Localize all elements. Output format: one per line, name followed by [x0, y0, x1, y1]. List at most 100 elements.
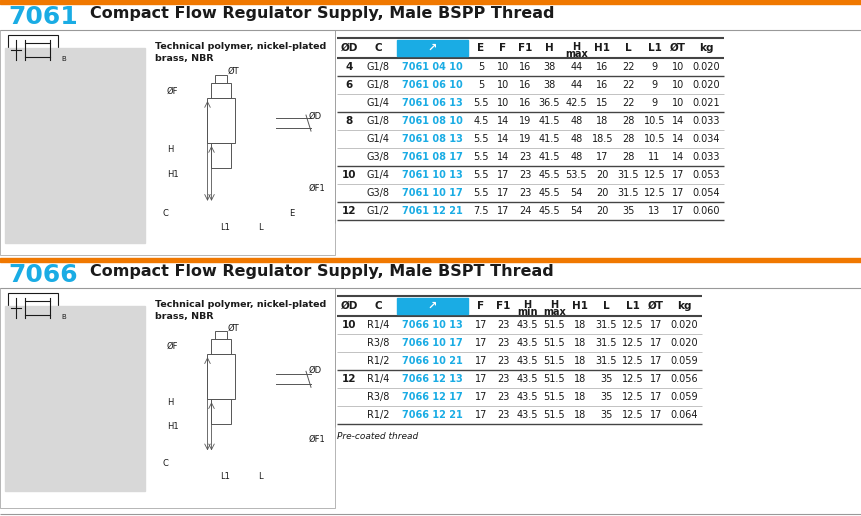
- Bar: [5, 306, 145, 491]
- Text: 31.5: 31.5: [617, 188, 639, 198]
- Text: 10: 10: [496, 98, 509, 108]
- Text: G1/2: G1/2: [367, 206, 390, 216]
- Text: 45.5: 45.5: [538, 170, 560, 180]
- Text: 7066 10 17: 7066 10 17: [402, 338, 462, 348]
- Text: L: L: [624, 43, 631, 53]
- Text: 17: 17: [496, 170, 509, 180]
- Text: 12: 12: [342, 206, 356, 216]
- Text: 20: 20: [596, 206, 608, 216]
- Bar: [208, 98, 235, 143]
- Text: 9: 9: [651, 80, 657, 90]
- Text: 10: 10: [342, 170, 356, 180]
- Text: 17: 17: [474, 320, 486, 330]
- Text: L: L: [257, 472, 262, 481]
- Bar: [8, 35, 58, 65]
- Text: max: max: [542, 307, 565, 317]
- Text: 10: 10: [671, 80, 684, 90]
- Text: 38: 38: [542, 80, 555, 90]
- Text: 12.5: 12.5: [621, 338, 642, 348]
- Text: ØD: ØD: [340, 301, 358, 311]
- Text: 5.5: 5.5: [473, 152, 488, 162]
- Text: 22: 22: [622, 80, 634, 90]
- Text: 51.5: 51.5: [543, 320, 565, 330]
- Text: E: E: [288, 209, 294, 218]
- Text: 16: 16: [518, 62, 530, 72]
- Text: 14: 14: [496, 152, 509, 162]
- Text: 0.054: 0.054: [692, 188, 720, 198]
- Text: 0.033: 0.033: [692, 152, 720, 162]
- Bar: [397, 40, 468, 56]
- Text: 0.020: 0.020: [692, 62, 720, 72]
- Text: ↗: ↗: [427, 43, 437, 53]
- Text: 18: 18: [573, 320, 586, 330]
- Bar: [215, 75, 227, 83]
- Text: C: C: [375, 43, 382, 53]
- Text: G1/4: G1/4: [367, 134, 389, 144]
- Text: 12.5: 12.5: [621, 392, 642, 402]
- Text: 0.034: 0.034: [692, 134, 720, 144]
- Text: 16: 16: [518, 98, 530, 108]
- Text: 44: 44: [570, 62, 582, 72]
- Bar: [0, 0, 861, 4]
- Text: 17: 17: [596, 152, 608, 162]
- Text: 7066 12 21: 7066 12 21: [402, 410, 462, 420]
- Text: 17: 17: [649, 374, 661, 384]
- Text: 23: 23: [518, 170, 530, 180]
- Text: 43.5: 43.5: [516, 410, 537, 420]
- Text: 10: 10: [496, 62, 509, 72]
- Bar: [8, 293, 58, 323]
- Text: 17: 17: [474, 410, 486, 420]
- Bar: [211, 399, 232, 424]
- Text: 7061 06 10: 7061 06 10: [402, 80, 462, 90]
- Text: 31.5: 31.5: [595, 338, 616, 348]
- Text: 51.5: 51.5: [543, 374, 565, 384]
- Text: 19: 19: [518, 116, 530, 126]
- Text: 10: 10: [342, 320, 356, 330]
- Text: 16: 16: [596, 62, 608, 72]
- Text: 17: 17: [474, 392, 486, 402]
- Text: 10: 10: [671, 98, 684, 108]
- Text: 23: 23: [496, 356, 509, 366]
- Text: ØF1: ØF1: [308, 184, 325, 193]
- Text: 12.5: 12.5: [621, 320, 642, 330]
- Text: 23: 23: [496, 320, 509, 330]
- Text: 31.5: 31.5: [617, 170, 639, 180]
- Text: 13: 13: [647, 206, 660, 216]
- Text: F1: F1: [517, 43, 531, 53]
- Text: ØT: ØT: [227, 324, 239, 333]
- Text: E: E: [477, 43, 484, 53]
- Bar: [211, 143, 232, 168]
- Text: G1/4: G1/4: [367, 170, 389, 180]
- Text: 54: 54: [570, 206, 582, 216]
- Text: 43.5: 43.5: [516, 356, 537, 366]
- Bar: [0, 30, 335, 255]
- Text: 7061 08 10: 7061 08 10: [401, 116, 462, 126]
- Text: 17: 17: [649, 320, 661, 330]
- Text: 19: 19: [518, 134, 530, 144]
- Text: 5.5: 5.5: [473, 188, 488, 198]
- Text: H: H: [544, 43, 554, 53]
- Text: 23: 23: [518, 188, 530, 198]
- Text: 48: 48: [570, 116, 582, 126]
- Text: 7061: 7061: [8, 5, 77, 29]
- Text: H: H: [523, 300, 531, 310]
- Bar: [0, 288, 335, 508]
- Text: 15: 15: [596, 98, 608, 108]
- Text: 31.5: 31.5: [595, 320, 616, 330]
- Text: 5: 5: [477, 80, 484, 90]
- Text: 5.5: 5.5: [473, 170, 488, 180]
- Text: 12.5: 12.5: [621, 374, 642, 384]
- Text: 17: 17: [474, 356, 486, 366]
- Bar: [5, 48, 145, 243]
- Text: L: L: [603, 301, 609, 311]
- Text: kg: kg: [677, 301, 691, 311]
- Text: 17: 17: [496, 188, 509, 198]
- Bar: [215, 331, 227, 340]
- Text: F: F: [477, 301, 484, 311]
- Text: 22: 22: [622, 62, 634, 72]
- Text: 12: 12: [342, 374, 356, 384]
- Text: 14: 14: [671, 116, 684, 126]
- Text: 17: 17: [496, 206, 509, 216]
- Text: 17: 17: [671, 206, 684, 216]
- Text: 28: 28: [622, 134, 634, 144]
